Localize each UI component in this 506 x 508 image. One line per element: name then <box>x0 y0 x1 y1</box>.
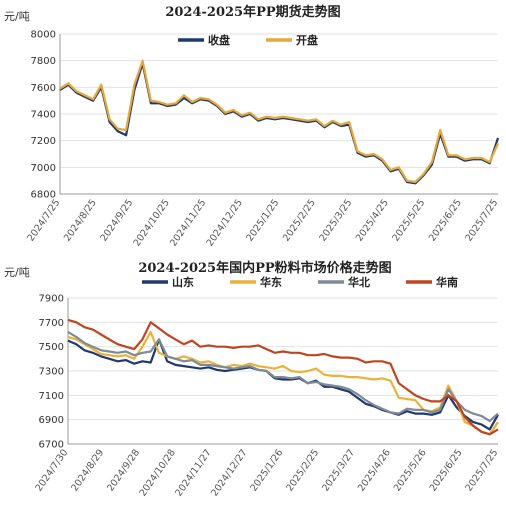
x-tick-label: 2025/1/26 <box>249 447 286 493</box>
series-line-收盘 <box>59 62 500 185</box>
x-tick-label: 2024/7/30 <box>34 447 71 493</box>
x-tick-label: 2025/5/26 <box>392 447 429 493</box>
x-tick-label: 2024/9/25 <box>99 197 136 243</box>
x-tick-label: 2024/8/25 <box>62 197 99 243</box>
legend-label: 华东 <box>260 275 282 289</box>
x-tick-label: 2024/10/25 <box>132 197 172 248</box>
series-line-山东 <box>67 338 499 431</box>
futures-chart: 2024-2025年PP期货走势图 元/吨 6800 7000 7200 7400 76… <box>0 0 506 252</box>
powder-price-chart-svg: 2024-2025年国内PP粉料市场价格走势图 元/吨 6700 6900 7100… <box>4 260 501 499</box>
y-tick-label: 7200 <box>31 136 56 147</box>
series-line-开盘 <box>59 59 500 184</box>
powder-price-chart: 2024-2025年国内PP粉料市场价格走势图 元/吨 6700 6900 7100… <box>0 256 506 508</box>
y-tick-label: 7500 <box>39 342 64 353</box>
x-tick-label: 2025/6/25 <box>427 197 464 243</box>
futures-chart-svg: 2024-2025年PP期货走势图 元/吨 6800 7000 7200 7400 76… <box>4 4 501 249</box>
y-tick-label: 7600 <box>31 83 56 94</box>
x-tick-label: 2025/4/25 <box>354 197 391 243</box>
y-tick-label: 7400 <box>31 110 56 121</box>
x-tick-label: 2025/7/25 <box>464 447 501 493</box>
y-tick-label: 7700 <box>39 318 64 329</box>
x-tick-label: 2024/12/25 <box>205 197 245 248</box>
x-tick-label: 2025/3/27 <box>320 447 357 493</box>
y-unit-label: 元/吨 <box>4 266 30 279</box>
y-unit-label: 元/吨 <box>4 10 30 23</box>
legend-label: 山东 <box>172 275 194 289</box>
legend-label: 华南 <box>436 275 458 289</box>
y-tick-label: 6900 <box>39 415 64 426</box>
x-tick-label: 2025/4/26 <box>356 447 393 493</box>
x-tick-label: 2025/1/25 <box>245 197 282 243</box>
legend-label: 收盘 <box>208 33 230 47</box>
x-tick-label: 2025/5/25 <box>391 197 428 243</box>
y-tick-label: 7900 <box>39 294 64 305</box>
x-tick-label: 2024/10/28 <box>138 447 178 498</box>
x-tick-label: 2024/12/27 <box>209 447 249 498</box>
y-tick-label: 7300 <box>39 367 64 378</box>
series-line-华东 <box>67 330 499 436</box>
y-tick-label: 7100 <box>39 391 64 402</box>
x-tick-label: 2024/11/25 <box>168 197 208 248</box>
x-tick-label: 2025/2/25 <box>284 447 321 493</box>
x-tick-label: 2025/3/25 <box>318 197 355 243</box>
chart-title: 2024-2025年国内PP粉料市场价格走势图 <box>138 260 391 276</box>
y-tick-label: 8000 <box>31 30 56 41</box>
legend-label: 华北 <box>348 275 370 289</box>
y-tick-label: 7800 <box>31 56 56 67</box>
x-tick-label: 2024/8/29 <box>69 447 106 493</box>
x-tick-label: 2025/7/25 <box>464 197 501 243</box>
legend-label: 开盘 <box>296 33 318 47</box>
series-line-华北 <box>67 331 499 422</box>
x-tick-label: 2025/2/25 <box>281 197 318 243</box>
x-tick-label: 2024/11/27 <box>173 447 213 498</box>
chart-title: 2024-2025年PP期货走势图 <box>165 4 340 20</box>
y-tick-label: 6800 <box>31 190 56 201</box>
x-tick-label: 2024/7/25 <box>26 197 63 243</box>
series-line-华南 <box>67 318 499 436</box>
y-tick-label: 7000 <box>31 163 56 174</box>
x-tick-label: 2025/6/25 <box>428 447 465 493</box>
x-tick-label: 2024/9/28 <box>105 447 142 493</box>
y-tick-label: 6700 <box>39 440 64 451</box>
